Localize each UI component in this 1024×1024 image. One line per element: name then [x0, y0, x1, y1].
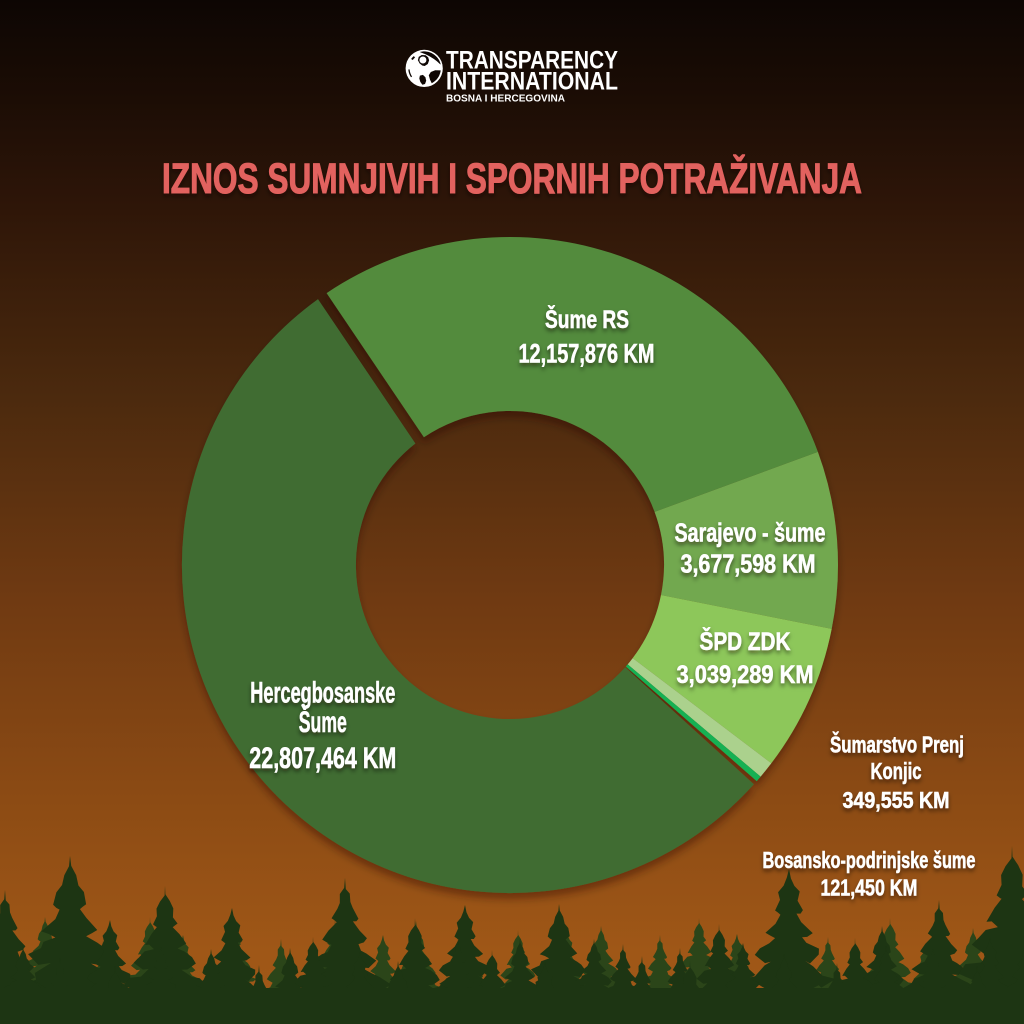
- svg-text:INTERNATIONAL: INTERNATIONAL: [446, 68, 618, 95]
- svg-text:3,039,289 KM: 3,039,289 KM: [677, 661, 814, 689]
- svg-text:Šume: Šume: [299, 705, 347, 739]
- svg-text:349,555 KM: 349,555 KM: [843, 787, 950, 813]
- svg-text:Šumarstvo Prenj: Šumarstvo Prenj: [830, 732, 964, 758]
- svg-text:Bosansko-podrinjske šume: Bosansko-podrinjske šume: [763, 847, 976, 873]
- svg-text:22,807,464 KM: 22,807,464 KM: [249, 743, 396, 775]
- svg-text:TRANSPARENCY: TRANSPARENCY: [446, 47, 618, 74]
- svg-text:ŠPD ZDK: ŠPD ZDK: [700, 626, 791, 656]
- svg-text:Hercegbosanske: Hercegbosanske: [250, 678, 395, 710]
- svg-text:Sarajevo - šume: Sarajevo - šume: [675, 520, 826, 548]
- svg-text:IZNOS SUMNJIVIH I SPORNIH POTR: IZNOS SUMNJIVIH I SPORNIH POTRAŽIVANJA: [162, 154, 862, 203]
- svg-text:Konjic: Konjic: [871, 758, 922, 784]
- svg-text:BOSNA I HERCEGOVINA: BOSNA I HERCEGOVINA: [446, 94, 565, 105]
- svg-text:3,677,598 KM: 3,677,598 KM: [681, 551, 816, 579]
- svg-text:121,450 KM: 121,450 KM: [821, 875, 918, 901]
- svg-text:Šume RS: Šume RS: [545, 304, 629, 334]
- svg-text:12,157,876 KM: 12,157,876 KM: [519, 338, 655, 368]
